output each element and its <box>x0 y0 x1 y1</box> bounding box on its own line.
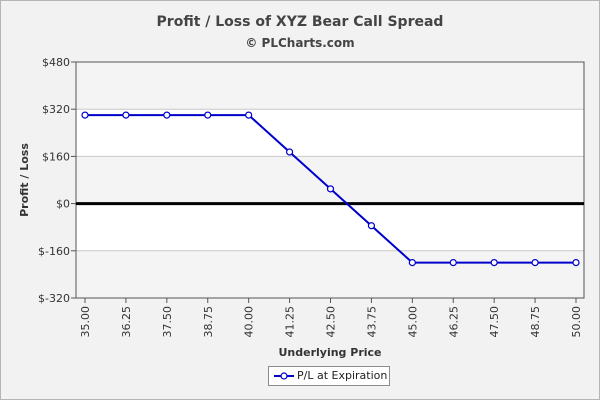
data-point <box>490 259 498 267</box>
chart-title: Profit / Loss of XYZ Bear Call Spread <box>156 14 444 30</box>
x-axis-title: Underlying Price <box>278 346 381 359</box>
legend-swatch <box>274 372 294 380</box>
plot-band <box>76 250 584 298</box>
plot-band <box>76 203 584 251</box>
data-point <box>245 111 253 119</box>
data-point <box>531 259 539 267</box>
x-tick-label: 36.25 <box>120 306 133 338</box>
legend: P/L at Expiration <box>268 366 390 386</box>
chart-subtitle: © PLCharts.com <box>245 36 355 50</box>
x-tick-label: 46.25 <box>447 306 460 338</box>
x-tick-label: 41.25 <box>284 306 297 338</box>
data-point <box>81 111 89 119</box>
data-point <box>572 259 580 267</box>
legend-label: P/L at Expiration <box>297 369 388 382</box>
x-tick-label: 37.50 <box>161 306 174 338</box>
y-tick-label: $0 <box>56 198 70 211</box>
x-tick-label: 48.75 <box>529 306 542 338</box>
data-point <box>408 259 416 267</box>
x-tick-label: 40.00 <box>243 306 256 338</box>
y-tick-label: $-320 <box>38 292 70 305</box>
y-tick-label: $320 <box>42 103 70 116</box>
plot-band <box>76 156 584 204</box>
y-axis-title: Profit / Loss <box>18 143 31 217</box>
y-tick-label: $-160 <box>38 245 70 258</box>
x-tick-label: 35.00 <box>79 306 92 338</box>
x-tick-label: 38.75 <box>202 306 215 338</box>
data-point <box>122 111 130 119</box>
x-tick-label: 42.50 <box>325 306 338 338</box>
x-tick-label: 45.00 <box>406 306 419 338</box>
data-point <box>163 111 171 119</box>
data-point <box>326 185 335 193</box>
y-tick-label: $480 <box>42 56 70 69</box>
y-tick-label: $160 <box>42 150 70 163</box>
plot-border <box>75 61 585 299</box>
data-point <box>204 111 212 119</box>
x-tick-label: 47.50 <box>488 306 501 338</box>
plot-band <box>76 62 584 110</box>
x-tick-label: 50.00 <box>570 306 583 338</box>
data-point <box>449 259 457 267</box>
plot-band <box>76 109 584 157</box>
x-tick-label: 43.75 <box>365 306 378 338</box>
data-point <box>285 148 294 156</box>
data-point <box>367 222 376 230</box>
